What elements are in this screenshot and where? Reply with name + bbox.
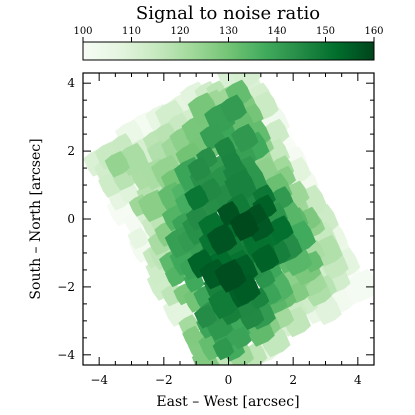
chart-title: Signal to noise ratio xyxy=(136,3,320,24)
x-tick-label: −4 xyxy=(90,373,108,387)
snr-tile xyxy=(221,150,243,173)
snr-tile xyxy=(187,156,212,182)
colorbar-tick-label: 120 xyxy=(170,26,189,37)
y-tick-label: 0 xyxy=(67,212,75,226)
y-tick-label: −2 xyxy=(57,280,75,294)
snr-tile xyxy=(212,337,235,361)
colorbar-bar xyxy=(82,41,375,61)
snr-tile xyxy=(127,227,149,250)
x-tick-label: 2 xyxy=(289,373,297,387)
snr-tile xyxy=(182,325,203,348)
snr-tile xyxy=(229,210,260,242)
y-tick-label: 2 xyxy=(67,144,75,158)
snr-map-tiles xyxy=(83,73,374,365)
snr-tile xyxy=(251,243,280,273)
snr-tile xyxy=(267,215,294,243)
colorbar: 100 110 120 130 140 150 160 xyxy=(73,26,384,61)
snr-tile xyxy=(347,268,374,303)
snr-tile xyxy=(214,259,247,293)
axis-ticks: −4 −2 0 2 4 −4 −2 0 2 4 xyxy=(57,73,375,387)
colorbar-tick-label: 100 xyxy=(73,26,92,37)
y-tick-label: 4 xyxy=(67,76,75,90)
x-tick-label: 4 xyxy=(354,373,362,387)
y-tick-label: −4 xyxy=(57,348,75,362)
snr-tile xyxy=(194,304,218,329)
snr-tile xyxy=(206,223,238,256)
x-tick-label: −2 xyxy=(155,373,173,387)
snr-tile xyxy=(184,184,209,211)
snr-tile xyxy=(224,168,257,204)
colorbar-tick-label: 150 xyxy=(316,26,335,37)
snr-tile xyxy=(104,151,130,178)
x-axis-label: East – West [arcsec] xyxy=(156,394,299,410)
colorbar-tick-label: 160 xyxy=(364,26,383,37)
y-axis-label: South – North [arcsec] xyxy=(28,138,44,299)
colorbar-ticks: 100 110 120 130 140 150 160 xyxy=(73,26,384,42)
colorbar-tick-label: 140 xyxy=(267,26,286,37)
colorbar-tick-label: 110 xyxy=(122,26,141,37)
x-tick-label: 0 xyxy=(225,373,233,387)
snr-tile xyxy=(231,123,259,153)
colorbar-tick-label: 130 xyxy=(219,26,238,37)
snr-tile xyxy=(219,94,247,123)
